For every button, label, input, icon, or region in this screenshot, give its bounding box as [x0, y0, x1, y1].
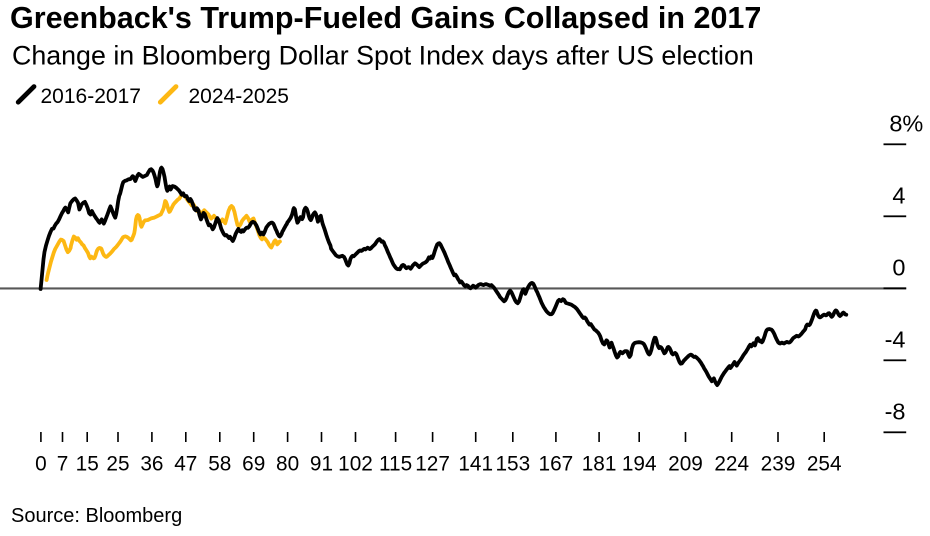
- svg-text:115: 115: [379, 453, 412, 476]
- svg-text:Change in Bloomberg Dollar Spo: Change in Bloomberg Dollar Spot Index da…: [12, 41, 754, 71]
- svg-text:209: 209: [668, 453, 703, 476]
- svg-text:239: 239: [761, 453, 796, 476]
- svg-text:4: 4: [892, 183, 905, 209]
- svg-text:47: 47: [174, 453, 197, 476]
- svg-text:-8: -8: [885, 399, 906, 425]
- svg-text:2016-2017: 2016-2017: [41, 85, 141, 108]
- svg-text:102: 102: [338, 453, 373, 476]
- svg-text:-4: -4: [885, 327, 906, 353]
- svg-text:58: 58: [208, 453, 231, 476]
- svg-text:0: 0: [892, 255, 905, 281]
- svg-text:7: 7: [57, 453, 69, 476]
- svg-text:2024-2025: 2024-2025: [189, 85, 289, 108]
- svg-text:15: 15: [76, 453, 99, 476]
- svg-text:181: 181: [582, 453, 617, 476]
- svg-text:36: 36: [140, 453, 163, 476]
- svg-text:167: 167: [539, 453, 574, 476]
- svg-text:0: 0: [35, 453, 47, 476]
- svg-text:69: 69: [242, 453, 265, 476]
- svg-text:127: 127: [415, 453, 450, 476]
- svg-text:8%: 8%: [889, 111, 923, 137]
- svg-text:224: 224: [714, 453, 749, 476]
- svg-text:141: 141: [458, 453, 493, 476]
- svg-text:194: 194: [622, 453, 657, 476]
- svg-text:254: 254: [807, 453, 842, 476]
- svg-text:91: 91: [310, 453, 333, 476]
- svg-text:Greenback's Trump-Fueled Gains: Greenback's Trump-Fueled Gains Collapsed…: [10, 1, 761, 35]
- svg-text:80: 80: [276, 453, 299, 476]
- svg-text:153: 153: [495, 453, 530, 476]
- svg-text:Source: Bloomberg: Source: Bloomberg: [11, 505, 182, 527]
- svg-text:25: 25: [106, 453, 129, 476]
